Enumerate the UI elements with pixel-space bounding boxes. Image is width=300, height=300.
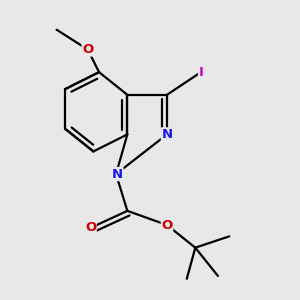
Text: N: N — [112, 168, 123, 181]
Text: N: N — [161, 128, 172, 141]
Text: O: O — [161, 218, 172, 232]
Text: O: O — [85, 221, 96, 234]
Text: O: O — [82, 43, 93, 56]
Text: I: I — [199, 66, 203, 79]
